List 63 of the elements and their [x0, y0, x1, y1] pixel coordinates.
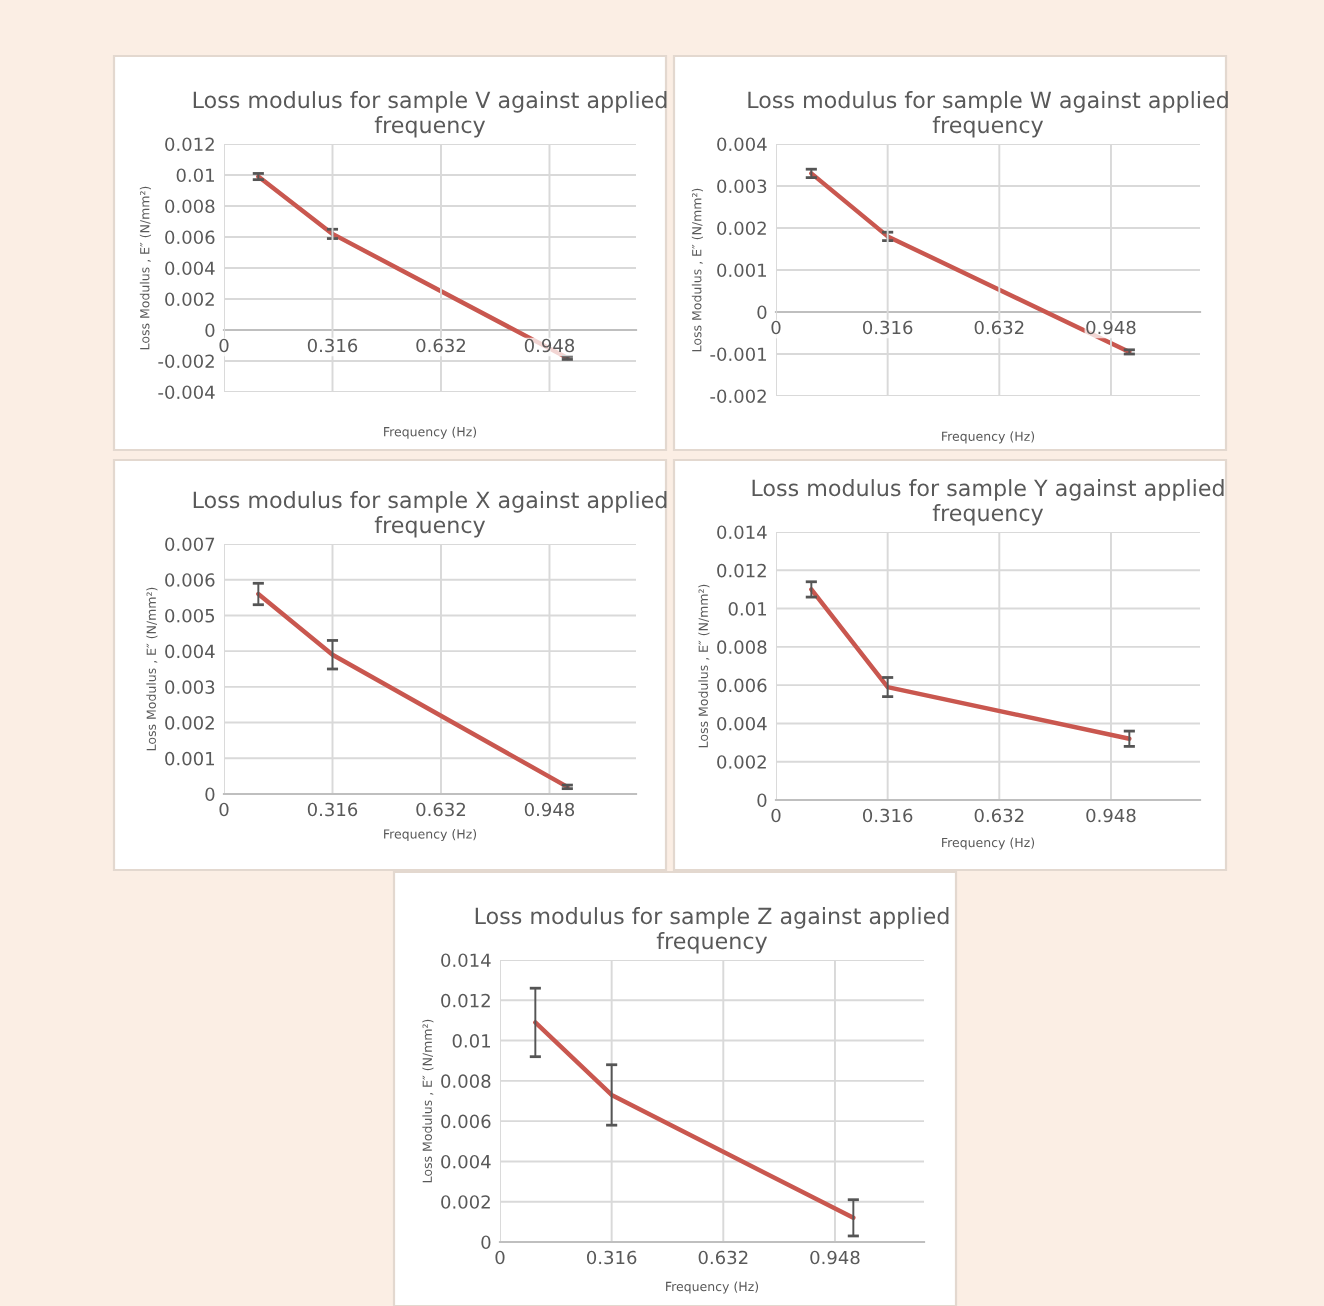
- x-tick-label: 0.316: [863, 808, 913, 823]
- y-tick-label: -0.001: [710, 347, 766, 362]
- x-tick-label: 0.632: [416, 802, 466, 817]
- chart-title: Loss modulus for sample Z against applied frequency: [475, 907, 949, 954]
- y-tick-label: 0.004: [441, 1154, 491, 1169]
- x-tick-label: 0.948: [810, 1250, 860, 1265]
- x-tick-label: 0.632: [698, 1250, 748, 1265]
- y-tick-label: 0: [757, 305, 767, 320]
- y-tick-label: 0.003: [165, 680, 215, 694]
- x-tick-label: 0.632: [416, 338, 466, 353]
- y-tick-label: 0.014: [717, 525, 767, 540]
- y-tick-label: 0.012: [717, 563, 766, 578]
- y-tick-label: 0.004: [165, 644, 215, 659]
- y-tick-label: 0.002: [165, 716, 214, 730]
- x-tick-label: 0: [495, 1250, 505, 1265]
- x-tick-label: 0.948: [1086, 320, 1136, 335]
- y-tick-label: 0.014: [441, 953, 491, 968]
- x-tick-label: 0.632: [974, 808, 1024, 823]
- y-tick-label: 0.01: [728, 602, 766, 616]
- y-tick-label: 0.002: [717, 221, 766, 236]
- x-tick-label: 0.316: [307, 338, 358, 353]
- chart-title: Loss modulus for sample V against applied frequency: [193, 91, 667, 138]
- y-tick-label: 0.012: [165, 137, 214, 152]
- y-tick-label: 0.002: [717, 755, 766, 769]
- y-tick-label: 0.01: [176, 168, 214, 183]
- y-tick-label: 0.001: [165, 751, 214, 766]
- chart-title: Loss modulus for sample Y against applied frequency: [752, 479, 1224, 526]
- y-tick-label: 0.007: [165, 537, 215, 552]
- x-tick-label: 0: [771, 808, 781, 823]
- y-tick-label: -0.002: [710, 389, 766, 404]
- x-tick-label: 0.316: [307, 802, 358, 817]
- x-tick-label: 0.316: [587, 1250, 637, 1265]
- y-tick-label: 0.004: [717, 137, 767, 152]
- y-tick-label: 0.008: [165, 199, 215, 214]
- x-tick-label: 0.632: [974, 320, 1024, 335]
- y-tick-label: 0.004: [165, 261, 215, 276]
- y-tick-label: 0.002: [441, 1195, 490, 1209]
- y-tick-label: 0.01: [452, 1034, 490, 1048]
- chart-title: Loss modulus for sample X against applied frequency: [193, 491, 667, 538]
- y-tick-label: 0: [481, 1235, 491, 1250]
- chart-title: Loss modulus for sample W against applied frequency: [748, 91, 1228, 138]
- y-tick-label: 0.008: [717, 640, 767, 654]
- y-tick-label: 0.006: [165, 230, 215, 245]
- y-tick-label: 0.001: [717, 263, 766, 278]
- x-tick-label: 0.316: [863, 320, 913, 335]
- y-tick-label: 0.004: [717, 716, 767, 731]
- y-tick-label: -0.004: [158, 385, 215, 400]
- y-tick-label: -0.002: [158, 354, 214, 369]
- x-tick-label: 0.948: [524, 802, 575, 817]
- x-tick-label: 0: [219, 338, 229, 353]
- y-tick-label: 0.005: [165, 608, 215, 623]
- y-tick-label: 0.008: [441, 1074, 491, 1088]
- y-tick-label: 0.006: [165, 573, 215, 587]
- x-tick-label: 0.948: [1086, 808, 1136, 823]
- y-tick-label: 0: [205, 787, 215, 802]
- y-tick-label: 0.006: [717, 678, 767, 693]
- y-tick-label: 0.012: [441, 993, 490, 1008]
- y-tick-label: 0.006: [441, 1114, 491, 1129]
- y-tick-label: 0.002: [165, 292, 214, 307]
- x-tick-label: 0: [771, 320, 781, 335]
- y-tick-label: 0.003: [717, 179, 767, 194]
- x-tick-label: 0.948: [524, 338, 575, 353]
- x-tick-label: 0: [219, 802, 229, 817]
